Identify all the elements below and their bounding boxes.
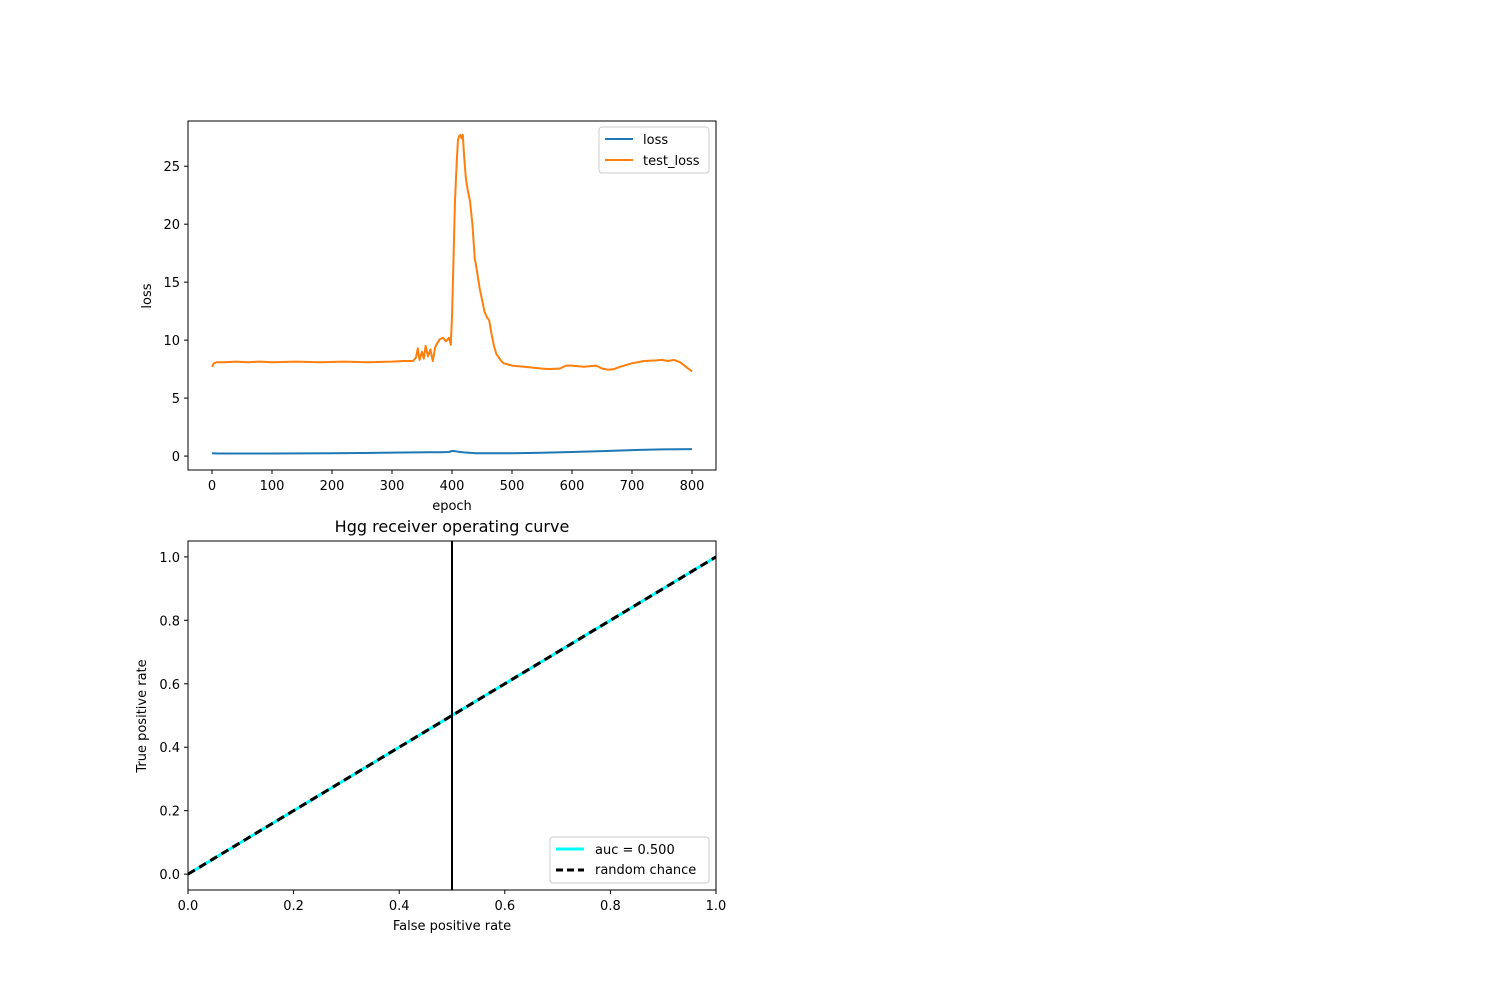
y-tick-label: 20 [163, 218, 180, 233]
chart1-plot-area [187, 541, 717, 890]
series-line-random-chance [187, 555, 717, 876]
chart1-title: Hgg receiver operating curve [335, 517, 570, 536]
x-tick-label: 200 [320, 479, 345, 494]
y-tick-label: 0 [172, 450, 180, 465]
chart0-plot-area [211, 133, 693, 455]
series-line-test-loss [211, 133, 693, 373]
series-line-loss [211, 448, 693, 455]
x-tick-label: 100 [260, 479, 285, 494]
chart0-xlabel: epoch [432, 499, 472, 514]
x-tick-label: 0.2 [283, 899, 304, 914]
y-tick-label: 0.4 [159, 741, 180, 756]
x-tick-label: 400 [440, 479, 465, 494]
chart1-frame [187, 540, 717, 891]
chart1-xlabel: False positive rate [393, 919, 511, 934]
legend-label-auc: auc = 0.500 [595, 843, 675, 858]
x-tick-label: 1.0 [706, 899, 727, 914]
legend-label-random-chance: random chance [595, 863, 696, 878]
y-tick-label: 0.8 [159, 614, 180, 629]
training-loss-chart: epoch loss 0 100 200 300 400 500 600 700 800 0 5 10… [140, 120, 717, 514]
legend-label-test-loss: test_loss [643, 154, 700, 169]
chart0-ylabel: loss [140, 283, 155, 308]
y-tick-label: 0.6 [159, 678, 180, 693]
y-tick-label: 5 [172, 392, 180, 407]
x-tick-label: 0.4 [389, 899, 410, 914]
chart1-ylabel: True positive rate [135, 659, 150, 773]
y-tick-label: 15 [163, 276, 180, 291]
y-tick-label: 0.2 [159, 805, 180, 820]
x-tick-label: 0.6 [494, 899, 515, 914]
x-tick-label: 0.0 [178, 899, 199, 914]
y-tick-label: 0.0 [159, 868, 180, 883]
x-tick-label: 0.8 [600, 899, 621, 914]
y-tick-label: 25 [163, 160, 180, 175]
legend-label-loss: loss [643, 133, 668, 148]
chart0-ticks: 0 100 200 300 400 500 600 700 800 0 5 10 15 20 25 [163, 160, 704, 494]
y-tick-label: 10 [163, 334, 180, 349]
x-tick-label: 500 [500, 479, 525, 494]
x-tick-label: 700 [620, 479, 645, 494]
chart0-frame [187, 120, 717, 471]
roc-chart: Hgg receiver operating curve False posit… [135, 517, 726, 934]
chart1-legend: auc = 0.500 random chance [549, 836, 710, 884]
x-tick-label: 300 [380, 479, 405, 494]
chart1-ticks: 0.0 0.2 0.4 0.6 0.8 1.0 0.0 0.2 0.4 0.6 0.8 1.0 [159, 551, 726, 914]
x-tick-label: 800 [680, 479, 705, 494]
chart0-legend: loss test_loss [598, 126, 710, 174]
x-tick-label: 0 [208, 479, 216, 494]
chart1-legend-box [549, 836, 710, 884]
y-tick-label: 1.0 [159, 551, 180, 566]
x-tick-label: 600 [560, 479, 585, 494]
